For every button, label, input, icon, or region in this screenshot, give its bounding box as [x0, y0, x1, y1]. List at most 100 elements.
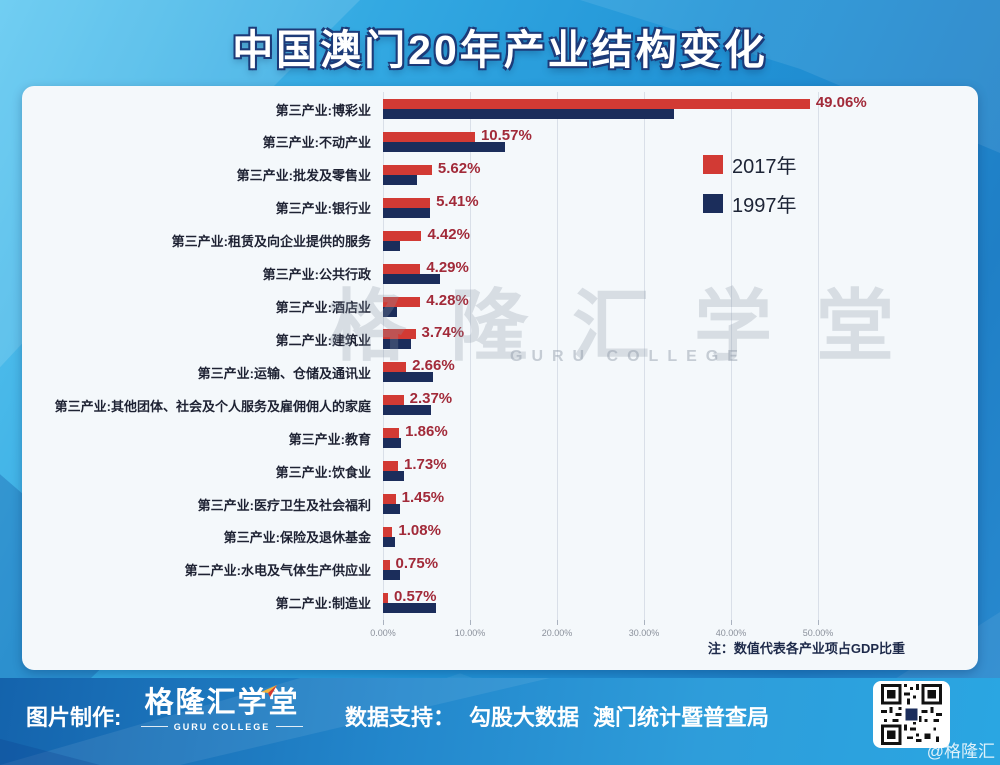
- category-label: 第三产业:医疗卫生及社会福利: [197, 497, 371, 513]
- chart-row: 第二产业:建筑业 3.74%: [28, 324, 972, 354]
- category-label: 第三产业:饮食业: [275, 464, 371, 480]
- axis-tick-label: 0.00%: [370, 628, 396, 638]
- category-label: 第二产业:建筑业: [275, 332, 371, 348]
- chart-row: 第三产业:饮食业 1.73%: [28, 456, 972, 486]
- bar-group: 4.42%: [383, 225, 972, 251]
- bar-1997: [383, 240, 401, 251]
- value-label: 0.75%: [395, 554, 439, 572]
- bar-group: 2.66%: [383, 357, 972, 383]
- value-label: 5.41%: [436, 192, 479, 210]
- value-label: 1.86%: [405, 423, 448, 441]
- legend-item: 1997年: [703, 189, 797, 218]
- category-label: 第三产业:公共行政: [262, 267, 371, 283]
- category-label: 第三产业:银行业: [275, 201, 371, 217]
- bar-1997: [383, 207, 430, 218]
- bar-1997: [383, 339, 411, 350]
- gridline: [383, 92, 384, 620]
- chart-row: 第三产业:租赁及向企业提供的服务 4.42%: [28, 226, 972, 256]
- social-handle: @格隆汇: [926, 742, 995, 761]
- bar-2017: [383, 197, 431, 208]
- legend-label: 1997年: [732, 195, 797, 217]
- value-label: 1.08%: [398, 521, 441, 539]
- chart-row: 第三产业:运输、仓储及通讯业 2.66%: [28, 357, 972, 387]
- brand-logo-text: 格隆汇学堂: [144, 687, 300, 719]
- bar-group: 3.74%: [383, 325, 972, 350]
- axis-tick-label: 30.00%: [628, 628, 660, 638]
- chart-row: 第三产业:博彩业 49.06%: [28, 94, 972, 124]
- value-label: 1.73%: [404, 456, 447, 474]
- gridline: [644, 92, 645, 620]
- category-label: 第三产业:保险及退休基金: [223, 530, 371, 546]
- legend-swatch: [703, 155, 723, 174]
- chart-note: 注：数值代表各产业项占GDP比重: [707, 641, 905, 656]
- gridline: [818, 92, 819, 620]
- brand-logo-en: GURU COLLEGE: [173, 721, 271, 732]
- bar-2017: [383, 592, 388, 603]
- chart-row: 第三产业:保险及退休基金 1.08%: [28, 522, 972, 552]
- bar-1997: [383, 438, 402, 449]
- bar-1997: [383, 602, 437, 613]
- axis-tick-mark: [731, 620, 732, 625]
- value-label: 1.45%: [401, 489, 445, 507]
- axis-tick-mark: [818, 620, 819, 625]
- axis-tick-mark: [470, 620, 471, 625]
- bar-group: 0.75%: [383, 554, 972, 580]
- axis-tick-mark: [644, 620, 645, 625]
- axis-tick-label: 20.00%: [541, 628, 573, 638]
- bar-group: 2.37%: [383, 391, 972, 416]
- bar-1997: [383, 174, 417, 185]
- brand-logo: 格隆汇学堂 GURU COLLEGE: [141, 685, 304, 732]
- footer-bar: 图片制作: 格隆汇学堂 GURU COLLEGE 数据支持： 勾股大数据 澳门统计暨…: [0, 678, 1000, 765]
- bar-1997: [383, 306, 397, 317]
- bar-2017: [383, 99, 810, 109]
- chart-row: 第三产业:不动产业 10.57%: [28, 127, 972, 157]
- bar-2017: [383, 329, 416, 340]
- x-axis: 0.00% 10.00% 20.00% 30.00% 40.00% 50.00%: [370, 620, 943, 646]
- category-label: 第三产业:酒店业: [275, 300, 371, 316]
- bar-1997: [383, 504, 401, 515]
- value-label: 0.57%: [393, 587, 437, 605]
- bar-group: 4.29%: [383, 260, 972, 284]
- category-label: 第二产业:水电及气体生产供应业: [184, 563, 371, 579]
- bar-1997: [383, 569, 400, 580]
- value-label: 4.42%: [427, 225, 470, 243]
- chart-row: 第三产业:批发及零售业 5.62%: [28, 160, 972, 190]
- category-label: 第三产业:其他团体、社会及个人服务及雇佣佣人的家庭: [54, 398, 371, 414]
- logo-divider-line: [276, 726, 304, 728]
- legend-item: 2017年: [703, 150, 797, 179]
- bar-2017: [383, 428, 400, 439]
- axis-tick-mark: [383, 620, 384, 625]
- chart-gridlines: [383, 92, 943, 620]
- bar-1997: [383, 471, 404, 482]
- bar-2017: [383, 230, 422, 241]
- brand-logo-subtitle: GURU COLLEGE: [141, 721, 304, 732]
- bar-2017: [383, 395, 404, 406]
- value-label: 5.62%: [437, 159, 481, 177]
- gridline: [731, 92, 732, 620]
- value-label: 10.57%: [480, 126, 532, 144]
- legend-label: 2017年: [732, 156, 797, 178]
- bar-2017: [383, 494, 396, 505]
- axis-tick-label: 50.00%: [802, 628, 834, 638]
- bar-group: 4.28%: [383, 291, 972, 317]
- value-label: 2.66%: [412, 357, 455, 375]
- bar-1997: [383, 536, 396, 547]
- bar-1997: [383, 372, 433, 383]
- data-source: 澳门统计暨普查局: [593, 705, 770, 730]
- value-label: 4.28%: [426, 291, 469, 309]
- bar-2017: [383, 526, 393, 537]
- bar-2017: [383, 263, 421, 274]
- qr-code-pattern: [881, 684, 942, 745]
- gridline: [557, 92, 558, 620]
- value-label: 49.06%: [815, 94, 867, 111]
- data-support-label: 数据支持：: [345, 705, 456, 730]
- bar-group: 1.86%: [383, 423, 972, 449]
- chart-row: 第三产业:公共行政 4.29%: [28, 259, 972, 289]
- bar-2017: [383, 362, 407, 373]
- chart-row: 第三产业:银行业 5.41%: [28, 193, 972, 223]
- page-title: 中国澳门20年产业结构变化: [232, 27, 768, 73]
- bar-1997: [383, 109, 674, 119]
- chart-row: 第三产业:教育 1.86%: [28, 423, 972, 453]
- chart-rows: 第三产业:博彩业 49.06% 第三产业:不动产业 10.57% 第三产业:批发及零售业…: [28, 92, 972, 620]
- data-source: 勾股大数据: [469, 705, 580, 730]
